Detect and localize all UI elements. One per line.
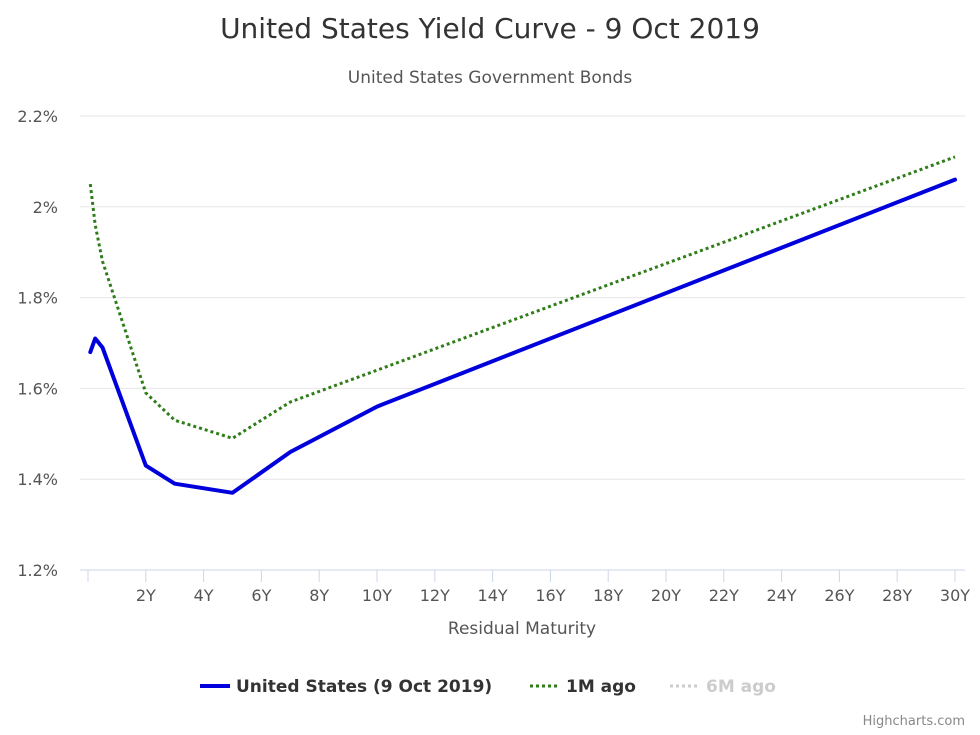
y-axis-ticks: 1.2% 1.4% 1.6% 1.8% 2% 2.2% <box>17 107 58 580</box>
x-tick-label: 22Y <box>709 586 739 605</box>
x-tick-label: 10Y <box>362 586 392 605</box>
x-tick-label: 6Y <box>251 586 271 605</box>
x-axis-title: Residual Maturity <box>448 619 596 639</box>
y-tick-label: 1.6% <box>17 379 58 398</box>
legend-item-1[interactable]: 1M ago <box>566 677 636 697</box>
x-tick-label: 26Y <box>824 586 854 605</box>
series-lines <box>88 155 957 495</box>
y-tick-label: 1.8% <box>17 289 58 308</box>
x-tick-label: 4Y <box>194 586 214 605</box>
legend-item-2[interactable]: 6M ago <box>706 677 776 697</box>
credits-link[interactable]: Highcharts.com <box>863 714 965 729</box>
x-tick-label: 30Y <box>940 586 970 605</box>
legend-item-0[interactable]: United States (9 Oct 2019) <box>236 677 492 697</box>
x-axis: 2Y 4Y 6Y 8Y 10Y 12Y 14Y 16Y 18Y 20Y 22Y 24Y 26Y 28Y 30… <box>80 569 970 605</box>
x-tick-label: 20Y <box>651 586 681 605</box>
x-tick-label: 18Y <box>593 586 623 605</box>
x-tick-label: 8Y <box>309 586 329 605</box>
chart-title: United States Yield Curve - 9 Oct 2019 <box>220 12 760 45</box>
legend: United States (9 Oct 2019) 1M ago 6M ago <box>200 677 776 697</box>
series-line-0[interactable] <box>88 177 957 495</box>
x-tick-label: 14Y <box>478 586 508 605</box>
y-tick-label: 1.4% <box>17 470 58 489</box>
x-tick-label: 24Y <box>767 586 797 605</box>
x-tick-label: 28Y <box>882 586 912 605</box>
x-tick-label: 16Y <box>535 586 565 605</box>
x-tick-label: 2Y <box>136 586 156 605</box>
gridlines <box>80 115 965 571</box>
y-tick-label: 2.2% <box>17 107 58 126</box>
chart-subtitle: United States Government Bonds <box>348 68 633 88</box>
y-tick-label: 1.2% <box>17 561 58 580</box>
x-tick-label: 12Y <box>420 586 450 605</box>
y-tick-label: 2% <box>33 198 58 217</box>
series-line-1[interactable] <box>88 155 956 440</box>
